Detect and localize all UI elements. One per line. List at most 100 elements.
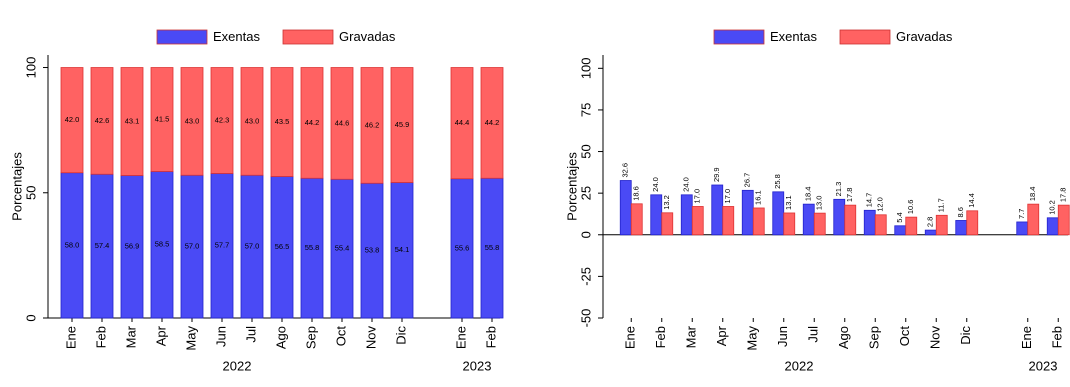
bar: [874, 214, 887, 236]
bar-segment: [180, 67, 204, 176]
legend-swatch: [839, 29, 891, 45]
value-label vl: 57.4: [95, 241, 110, 250]
value-label vl: 56.5: [275, 242, 290, 251]
group-label: 2023: [1029, 358, 1058, 373]
x-tick-label: Dic: [958, 326, 973, 345]
value-label vl: 42.0: [65, 115, 80, 124]
value-label: 18.4: [804, 187, 813, 202]
value-label vl: 55.6: [455, 243, 470, 252]
value-label: 32.6: [621, 163, 630, 178]
value-label vl: 45.9: [395, 120, 410, 129]
group-label: 2022: [785, 358, 814, 373]
bar: [661, 212, 674, 236]
y-tick-label: 50: [578, 144, 593, 158]
value-label: 24.0: [682, 177, 691, 192]
y-tick-label: 0: [578, 231, 593, 238]
bar: [752, 207, 765, 236]
value-label vl: 44.2: [305, 118, 320, 127]
legend-swatch: [156, 29, 208, 45]
value-label: 14.7: [865, 193, 874, 208]
value-label: 13.0: [815, 196, 824, 211]
bar: [935, 214, 948, 236]
x-tick-label: Ene: [1019, 326, 1034, 349]
bar-segment: [390, 67, 414, 183]
bar-segment: [270, 67, 294, 177]
bar: [894, 225, 907, 236]
bar-segment: [450, 67, 474, 180]
value-label vl: 46.2: [365, 120, 380, 129]
bar-segment: [150, 67, 174, 172]
x-tick-label: Sep: [867, 326, 882, 349]
legend-swatch: [713, 29, 765, 45]
value-label: 17.0: [693, 189, 702, 204]
bar: [924, 229, 937, 236]
y-tick-label: 100: [578, 57, 593, 79]
bar-segment: [240, 67, 264, 176]
legend-label: Exentas: [770, 29, 817, 44]
value-label: 11.7: [937, 198, 946, 212]
x-tick-label: Jun: [775, 326, 790, 347]
x-tick-label: Feb: [483, 326, 498, 348]
value-label: 26.7: [743, 173, 752, 188]
group-label: 2022: [223, 358, 252, 373]
group-label: 2023: [463, 358, 492, 373]
x-tick-label: Feb: [1050, 326, 1065, 348]
value-label vl: 54.1: [395, 245, 410, 254]
value-label: 12.0: [876, 197, 885, 212]
bar: [833, 198, 846, 236]
bar-segment: [120, 67, 144, 176]
bar: [844, 204, 857, 236]
bar: [966, 210, 979, 236]
x-tick-label: Oct: [333, 326, 348, 347]
y-tick-label: 75: [578, 103, 593, 117]
x-tick-label: Jul: [806, 326, 821, 343]
x-tick-label: Mar: [684, 325, 699, 348]
value-label vl: 57.0: [185, 242, 200, 251]
bar: [691, 206, 704, 236]
value-label: 2.8: [926, 217, 935, 227]
bar: [955, 220, 968, 236]
bar: [783, 212, 796, 236]
bar-segment: [330, 67, 354, 180]
value-label: 18.4: [1028, 187, 1037, 202]
y-tick-label: 100: [23, 57, 38, 79]
value-label vl: 55.8: [305, 243, 320, 252]
value-label vl: 57.7: [215, 241, 230, 250]
value-label: 16.1: [754, 190, 763, 205]
value-label vl: 42.3: [215, 115, 230, 124]
x-tick-label: Jul: [243, 326, 258, 343]
bar: [630, 203, 643, 236]
x-tick-label: Nov: [928, 326, 943, 350]
bar-segment: [210, 67, 234, 174]
x-tick-label: Sep: [303, 326, 318, 349]
x-tick-label: May: [183, 326, 198, 351]
value-label: 17.8: [1059, 188, 1068, 203]
value-label vl: 57.0: [245, 242, 260, 251]
y-tick-label: -50: [578, 309, 593, 328]
bar: [863, 209, 876, 236]
bar-segment: [360, 67, 384, 184]
x-tick-label: Ene: [63, 326, 78, 349]
value-label: 10.2: [1048, 200, 1057, 215]
value-label vl: 43.5: [275, 117, 290, 126]
value-label vl: 44.2: [485, 118, 500, 127]
bar-segment: [60, 67, 84, 174]
y-tick-label: 0: [23, 314, 38, 321]
value-label vl: 44.4: [455, 118, 470, 127]
x-tick-label: Dic: [393, 326, 408, 345]
y-axis-title: Porcentajes: [9, 152, 24, 221]
bar: [1027, 203, 1040, 236]
value-label: 10.6: [906, 200, 915, 215]
bar-segment: [300, 67, 324, 179]
value-label: 17.8: [845, 188, 854, 203]
value-label vl: 43.1: [125, 116, 140, 125]
bar: [680, 194, 693, 236]
x-tick-label: Apr: [153, 325, 168, 346]
x-tick-label: Ago: [273, 326, 288, 349]
value-label: 13.2: [662, 195, 671, 210]
bar-segment: [90, 67, 114, 175]
y-tick-label: -25: [578, 267, 593, 286]
bar: [711, 184, 724, 236]
value-label vl: 55.4: [335, 244, 350, 253]
